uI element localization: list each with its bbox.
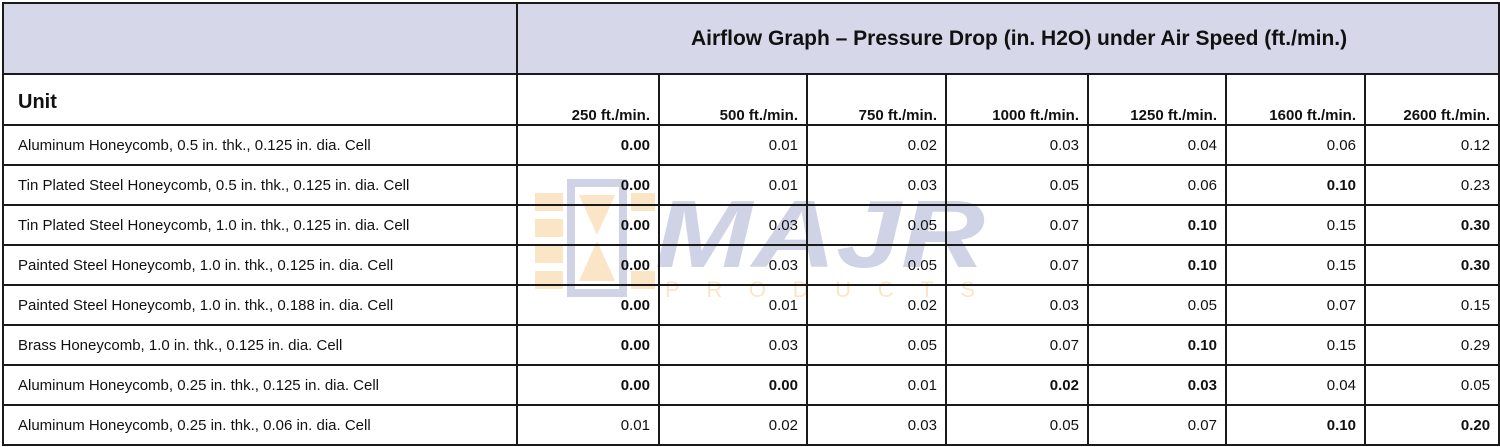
value-cell: 0.01 (658, 284, 808, 326)
unit-header: Unit (2, 73, 518, 126)
value-cell: 0.10 (1087, 244, 1227, 286)
value-cell: 0.03 (806, 404, 947, 446)
value-cell: 0.15 (1363, 284, 1500, 326)
column-header: 1000 ft./min. (945, 73, 1089, 126)
value-cell: 0.01 (516, 404, 660, 446)
value-cell: 0.05 (806, 244, 947, 286)
column-header: 250 ft./min. (516, 73, 660, 126)
value-cell: 0.05 (1363, 364, 1500, 406)
value-cell: 0.12 (1363, 124, 1500, 166)
value-cell: 0.05 (945, 404, 1089, 446)
value-cell: 0.03 (658, 204, 808, 246)
value-cell: 0.06 (1087, 164, 1227, 206)
value-cell: 0.00 (516, 164, 660, 206)
value-cell: 0.30 (1363, 244, 1500, 286)
table-title: Airflow Graph – Pressure Drop (in. H2O) … (515, 2, 1500, 75)
value-cell: 0.01 (806, 364, 947, 406)
value-cell: 0.07 (945, 204, 1089, 246)
unit-cell: Painted Steel Honeycomb, 1.0 in. thk., 0… (2, 284, 518, 326)
value-cell: 0.23 (1363, 164, 1500, 206)
value-cell: 0.00 (658, 364, 808, 406)
value-cell: 0.10 (1087, 324, 1227, 366)
column-header: 750 ft./min. (806, 73, 947, 126)
value-cell: 0.04 (1087, 124, 1227, 166)
value-cell: 0.05 (1087, 284, 1227, 326)
value-cell: 0.05 (945, 164, 1089, 206)
value-cell: 0.01 (658, 164, 808, 206)
value-cell: 0.15 (1225, 324, 1366, 366)
value-cell: 0.02 (945, 364, 1089, 406)
value-cell: 0.15 (1225, 244, 1366, 286)
unit-cell: Tin Plated Steel Honeycomb, 0.5 in. thk.… (2, 164, 518, 206)
table-row: Tin Plated Steel Honeycomb, 0.5 in. thk.… (2, 164, 1500, 206)
value-cell: 0.10 (1225, 164, 1366, 206)
value-cell: 0.03 (658, 244, 808, 286)
value-cell: 0.29 (1363, 324, 1500, 366)
value-cell: 0.02 (806, 124, 947, 166)
table-row: Tin Plated Steel Honeycomb, 1.0 in. thk.… (2, 204, 1500, 246)
value-cell: 0.01 (658, 124, 808, 166)
value-cell: 0.15 (1225, 204, 1366, 246)
column-header: 2600 ft./min. (1363, 73, 1500, 126)
title-blank-cell (2, 2, 518, 75)
table-row: Brass Honeycomb, 1.0 in. thk., 0.125 in.… (2, 324, 1500, 366)
column-header: 1600 ft./min. (1225, 73, 1366, 126)
table-row: Aluminum Honeycomb, 0.25 in. thk., 0.06 … (2, 404, 1500, 446)
table-row: Aluminum Honeycomb, 0.5 in. thk., 0.125 … (2, 124, 1500, 166)
value-cell: 0.05 (806, 204, 947, 246)
value-cell: 0.03 (806, 164, 947, 206)
value-cell: 0.07 (945, 324, 1089, 366)
value-cell: 0.00 (516, 364, 660, 406)
value-cell: 0.03 (945, 284, 1089, 326)
value-cell: 0.00 (516, 244, 660, 286)
value-cell: 0.06 (1225, 124, 1366, 166)
value-cell: 0.03 (658, 324, 808, 366)
table-row: Painted Steel Honeycomb, 1.0 in. thk., 0… (2, 244, 1500, 286)
value-cell: 0.03 (1087, 364, 1227, 406)
unit-cell: Aluminum Honeycomb, 0.25 in. thk., 0.06 … (2, 404, 518, 446)
value-cell: 0.20 (1363, 404, 1500, 446)
value-cell: 0.04 (1225, 364, 1366, 406)
table-row: Aluminum Honeycomb, 0.25 in. thk., 0.125… (2, 364, 1500, 406)
value-cell: 0.07 (945, 244, 1089, 286)
unit-cell: Tin Plated Steel Honeycomb, 1.0 in. thk.… (2, 204, 518, 246)
value-cell: 0.30 (1363, 204, 1500, 246)
title-row: Airflow Graph – Pressure Drop (in. H2O) … (2, 2, 1500, 75)
header-row: Unit 250 ft./min. 500 ft./min. 750 ft./m… (2, 73, 1500, 126)
value-cell: 0.02 (806, 284, 947, 326)
value-cell: 0.02 (658, 404, 808, 446)
value-cell: 0.00 (516, 284, 660, 326)
value-cell: 0.05 (806, 324, 947, 366)
unit-cell: Painted Steel Honeycomb, 1.0 in. thk., 0… (2, 244, 518, 286)
value-cell: 0.00 (516, 324, 660, 366)
value-cell: 0.07 (1087, 404, 1227, 446)
table-row: Painted Steel Honeycomb, 1.0 in. thk., 0… (2, 284, 1500, 326)
column-header: 1250 ft./min. (1087, 73, 1227, 126)
unit-cell: Aluminum Honeycomb, 0.5 in. thk., 0.125 … (2, 124, 518, 166)
value-cell: 0.00 (516, 204, 660, 246)
unit-cell: Aluminum Honeycomb, 0.25 in. thk., 0.125… (2, 364, 518, 406)
value-cell: 0.00 (516, 124, 660, 166)
value-cell: 0.10 (1087, 204, 1227, 246)
column-header: 500 ft./min. (658, 73, 808, 126)
value-cell: 0.07 (1225, 284, 1366, 326)
value-cell: 0.03 (945, 124, 1089, 166)
value-cell: 0.10 (1225, 404, 1366, 446)
unit-cell: Brass Honeycomb, 1.0 in. thk., 0.125 in.… (2, 324, 518, 366)
